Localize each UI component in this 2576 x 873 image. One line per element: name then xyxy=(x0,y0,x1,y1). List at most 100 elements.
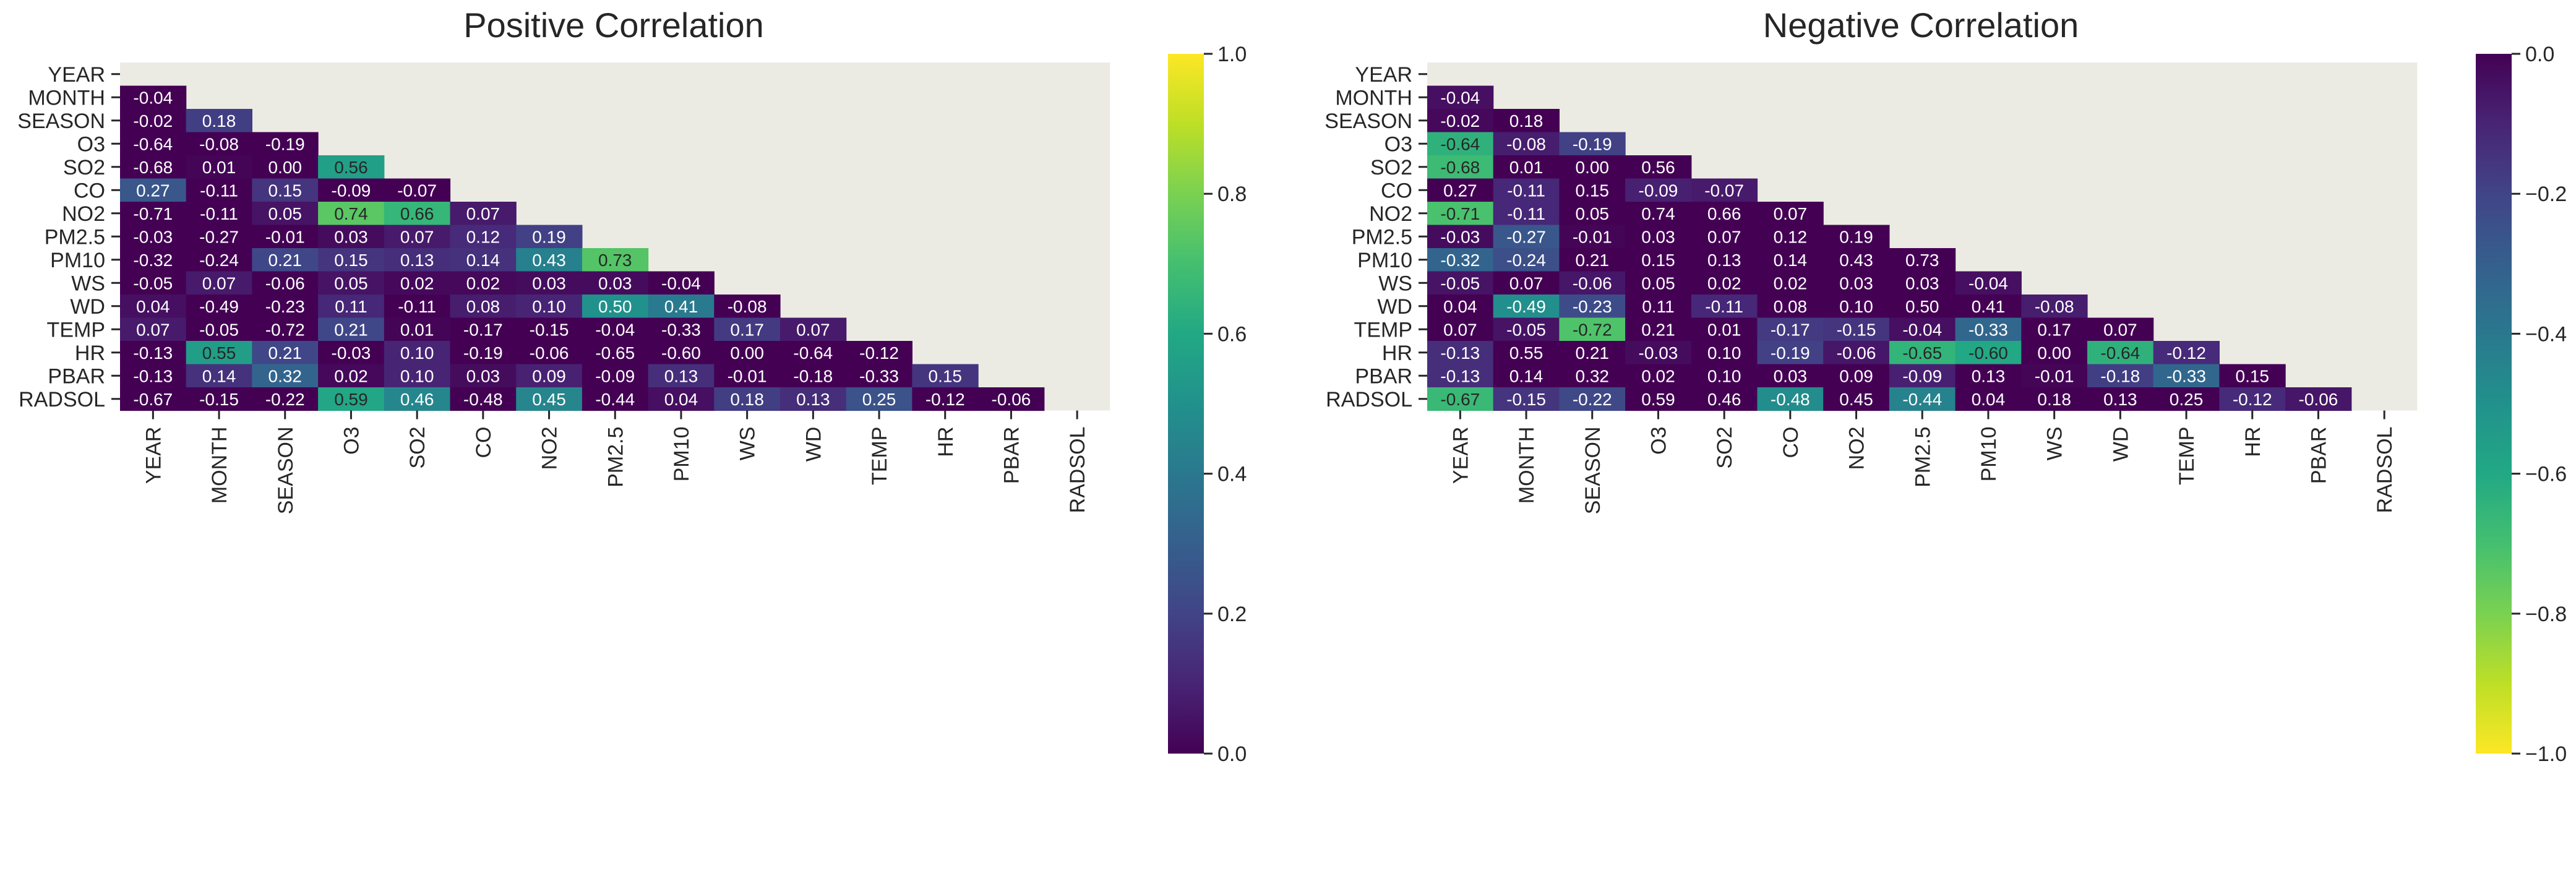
cell-annotation: 0.14 xyxy=(1509,366,1543,385)
cell-annotation: 0.41 xyxy=(1972,297,2006,316)
cell-annotation: 0.07 xyxy=(1774,204,1808,223)
cell-annotation: -0.04 xyxy=(1968,273,2008,293)
heatmap-cell xyxy=(384,387,451,411)
heatmap-panel-1: Positive Correlation -0.04 -0.02 0.18 -0.64 -… xyxy=(17,6,1247,766)
heatmap-cell xyxy=(120,132,187,156)
heatmap-cell xyxy=(1493,109,1560,133)
heatmap-cell xyxy=(450,271,517,295)
x-tick-label: PM10 xyxy=(670,427,693,482)
cell-annotation: 0.32 xyxy=(1576,366,1610,385)
cell-annotation: -0.06 xyxy=(1837,343,1876,363)
cell-annotation: -0.65 xyxy=(595,343,635,363)
heatmap-cell xyxy=(714,364,781,388)
cell-annotation: 0.10 xyxy=(400,343,434,363)
cell-annotation: 0.13 xyxy=(1707,251,1741,270)
heatmap-cell xyxy=(318,317,385,342)
heatmap-cell xyxy=(384,295,451,319)
cell-annotation: -0.44 xyxy=(1902,390,1942,409)
heatmap-cell xyxy=(1559,132,1626,156)
heatmap-cell xyxy=(1955,271,2022,295)
heatmap-cell xyxy=(1757,364,1824,388)
y-tick-label: MONTH xyxy=(1335,86,1412,110)
heatmap-cell xyxy=(1691,295,1758,319)
x-tick-label: SEASON xyxy=(1581,427,1605,515)
heatmap-cell xyxy=(1493,271,1560,295)
cell-annotation: 0.43 xyxy=(532,251,566,270)
cell-annotation: 0.50 xyxy=(1905,297,1939,316)
heatmap-cell xyxy=(1691,387,1758,411)
x-tick-label: WD xyxy=(802,427,825,462)
cell-annotation: 0.66 xyxy=(400,204,434,223)
cell-annotation: -0.11 xyxy=(200,204,238,223)
heatmap-cell xyxy=(186,387,252,411)
x-tick-label: HR xyxy=(934,427,958,457)
cell-annotation: -0.17 xyxy=(463,320,503,339)
cell-annotation: -0.48 xyxy=(463,390,503,409)
heatmap-cell xyxy=(252,178,319,202)
cell-annotation: -0.22 xyxy=(1573,390,1612,409)
heatmap-cell xyxy=(1625,202,1692,226)
heatmap-cell xyxy=(384,271,451,295)
heatmap-cell xyxy=(1559,341,1626,365)
heatmap-cell xyxy=(1889,295,1956,319)
chart-title: Negative Correlation xyxy=(1763,6,2079,45)
x-tick-label: PM2.5 xyxy=(1911,427,1934,488)
heatmap-cell xyxy=(120,248,187,272)
cell-annotation: -0.19 xyxy=(1771,343,1810,363)
heatmap-cell xyxy=(582,317,649,342)
cell-annotation: -0.02 xyxy=(1440,111,1480,131)
heatmap-cell xyxy=(1559,387,1626,411)
heatmap-cell xyxy=(1823,248,1890,272)
heatmap-cell xyxy=(1625,295,1692,319)
cell-annotation: -0.03 xyxy=(1639,343,1678,363)
cell-annotation: 0.14 xyxy=(466,251,500,270)
heatmap-cell xyxy=(252,248,319,272)
y-tick-label: HR xyxy=(75,342,105,365)
cell-annotation: -0.33 xyxy=(2166,366,2206,385)
cell-annotation: -0.12 xyxy=(859,343,899,363)
y-tick-label: RADSOL xyxy=(19,388,105,411)
cell-annotation: 0.07 xyxy=(796,320,830,339)
heatmap-cell xyxy=(516,295,583,319)
cell-annotation: 0.05 xyxy=(1641,273,1675,293)
x-tick-label: PBAR xyxy=(2307,427,2330,484)
heatmap-cell xyxy=(1427,341,1494,365)
x-tick-label: SO2 xyxy=(1713,427,1737,469)
cell-annotation: -0.08 xyxy=(1506,134,1546,153)
y-tick-label: PM2.5 xyxy=(1352,225,1412,249)
heatmap-cell xyxy=(2153,364,2220,388)
heatmap-cell xyxy=(1427,202,1494,226)
heatmap-cell xyxy=(648,341,715,365)
cell-annotation: -0.07 xyxy=(1704,181,1744,200)
cell-annotation: 0.27 xyxy=(1443,181,1477,200)
cell-annotation: 0.21 xyxy=(1641,320,1675,339)
cell-annotation: -0.08 xyxy=(199,134,239,153)
heatmap-cell xyxy=(252,341,319,365)
heatmap-cell xyxy=(1493,155,1560,179)
y-tick-label: O3 xyxy=(1385,132,1412,156)
heatmap-cell xyxy=(252,155,319,179)
x-tick-label: CO xyxy=(472,427,496,458)
y-tick-label: WS xyxy=(71,272,105,295)
heatmap-cell xyxy=(1427,317,1494,342)
heatmap-cell xyxy=(2087,387,2154,411)
x-tick-label: HR xyxy=(2241,427,2265,457)
cell-annotation: -0.27 xyxy=(1506,227,1546,246)
cell-annotation: 0.15 xyxy=(268,181,303,200)
heatmap-cell xyxy=(252,295,319,319)
heatmap-cell xyxy=(780,317,847,342)
y-tick-label: SEASON xyxy=(17,110,105,133)
cell-annotation: 0.08 xyxy=(466,297,500,316)
colorbar-tick-label: 0.4 xyxy=(1217,463,1247,486)
cell-annotation: 0.04 xyxy=(136,297,170,316)
cell-annotation: 0.10 xyxy=(1707,366,1741,385)
heatmap-cell xyxy=(450,387,517,411)
heatmap-cell xyxy=(1625,364,1692,388)
cell-annotation: 0.21 xyxy=(1576,343,1610,363)
cell-annotation: 0.18 xyxy=(2037,390,2071,409)
cell-annotation: -0.12 xyxy=(925,390,965,409)
cell-annotation: 0.03 xyxy=(466,366,500,385)
cell-annotation: 0.10 xyxy=(400,366,434,385)
cell-annotation: 0.03 xyxy=(1641,227,1675,246)
heatmap-cell xyxy=(2021,364,2088,388)
